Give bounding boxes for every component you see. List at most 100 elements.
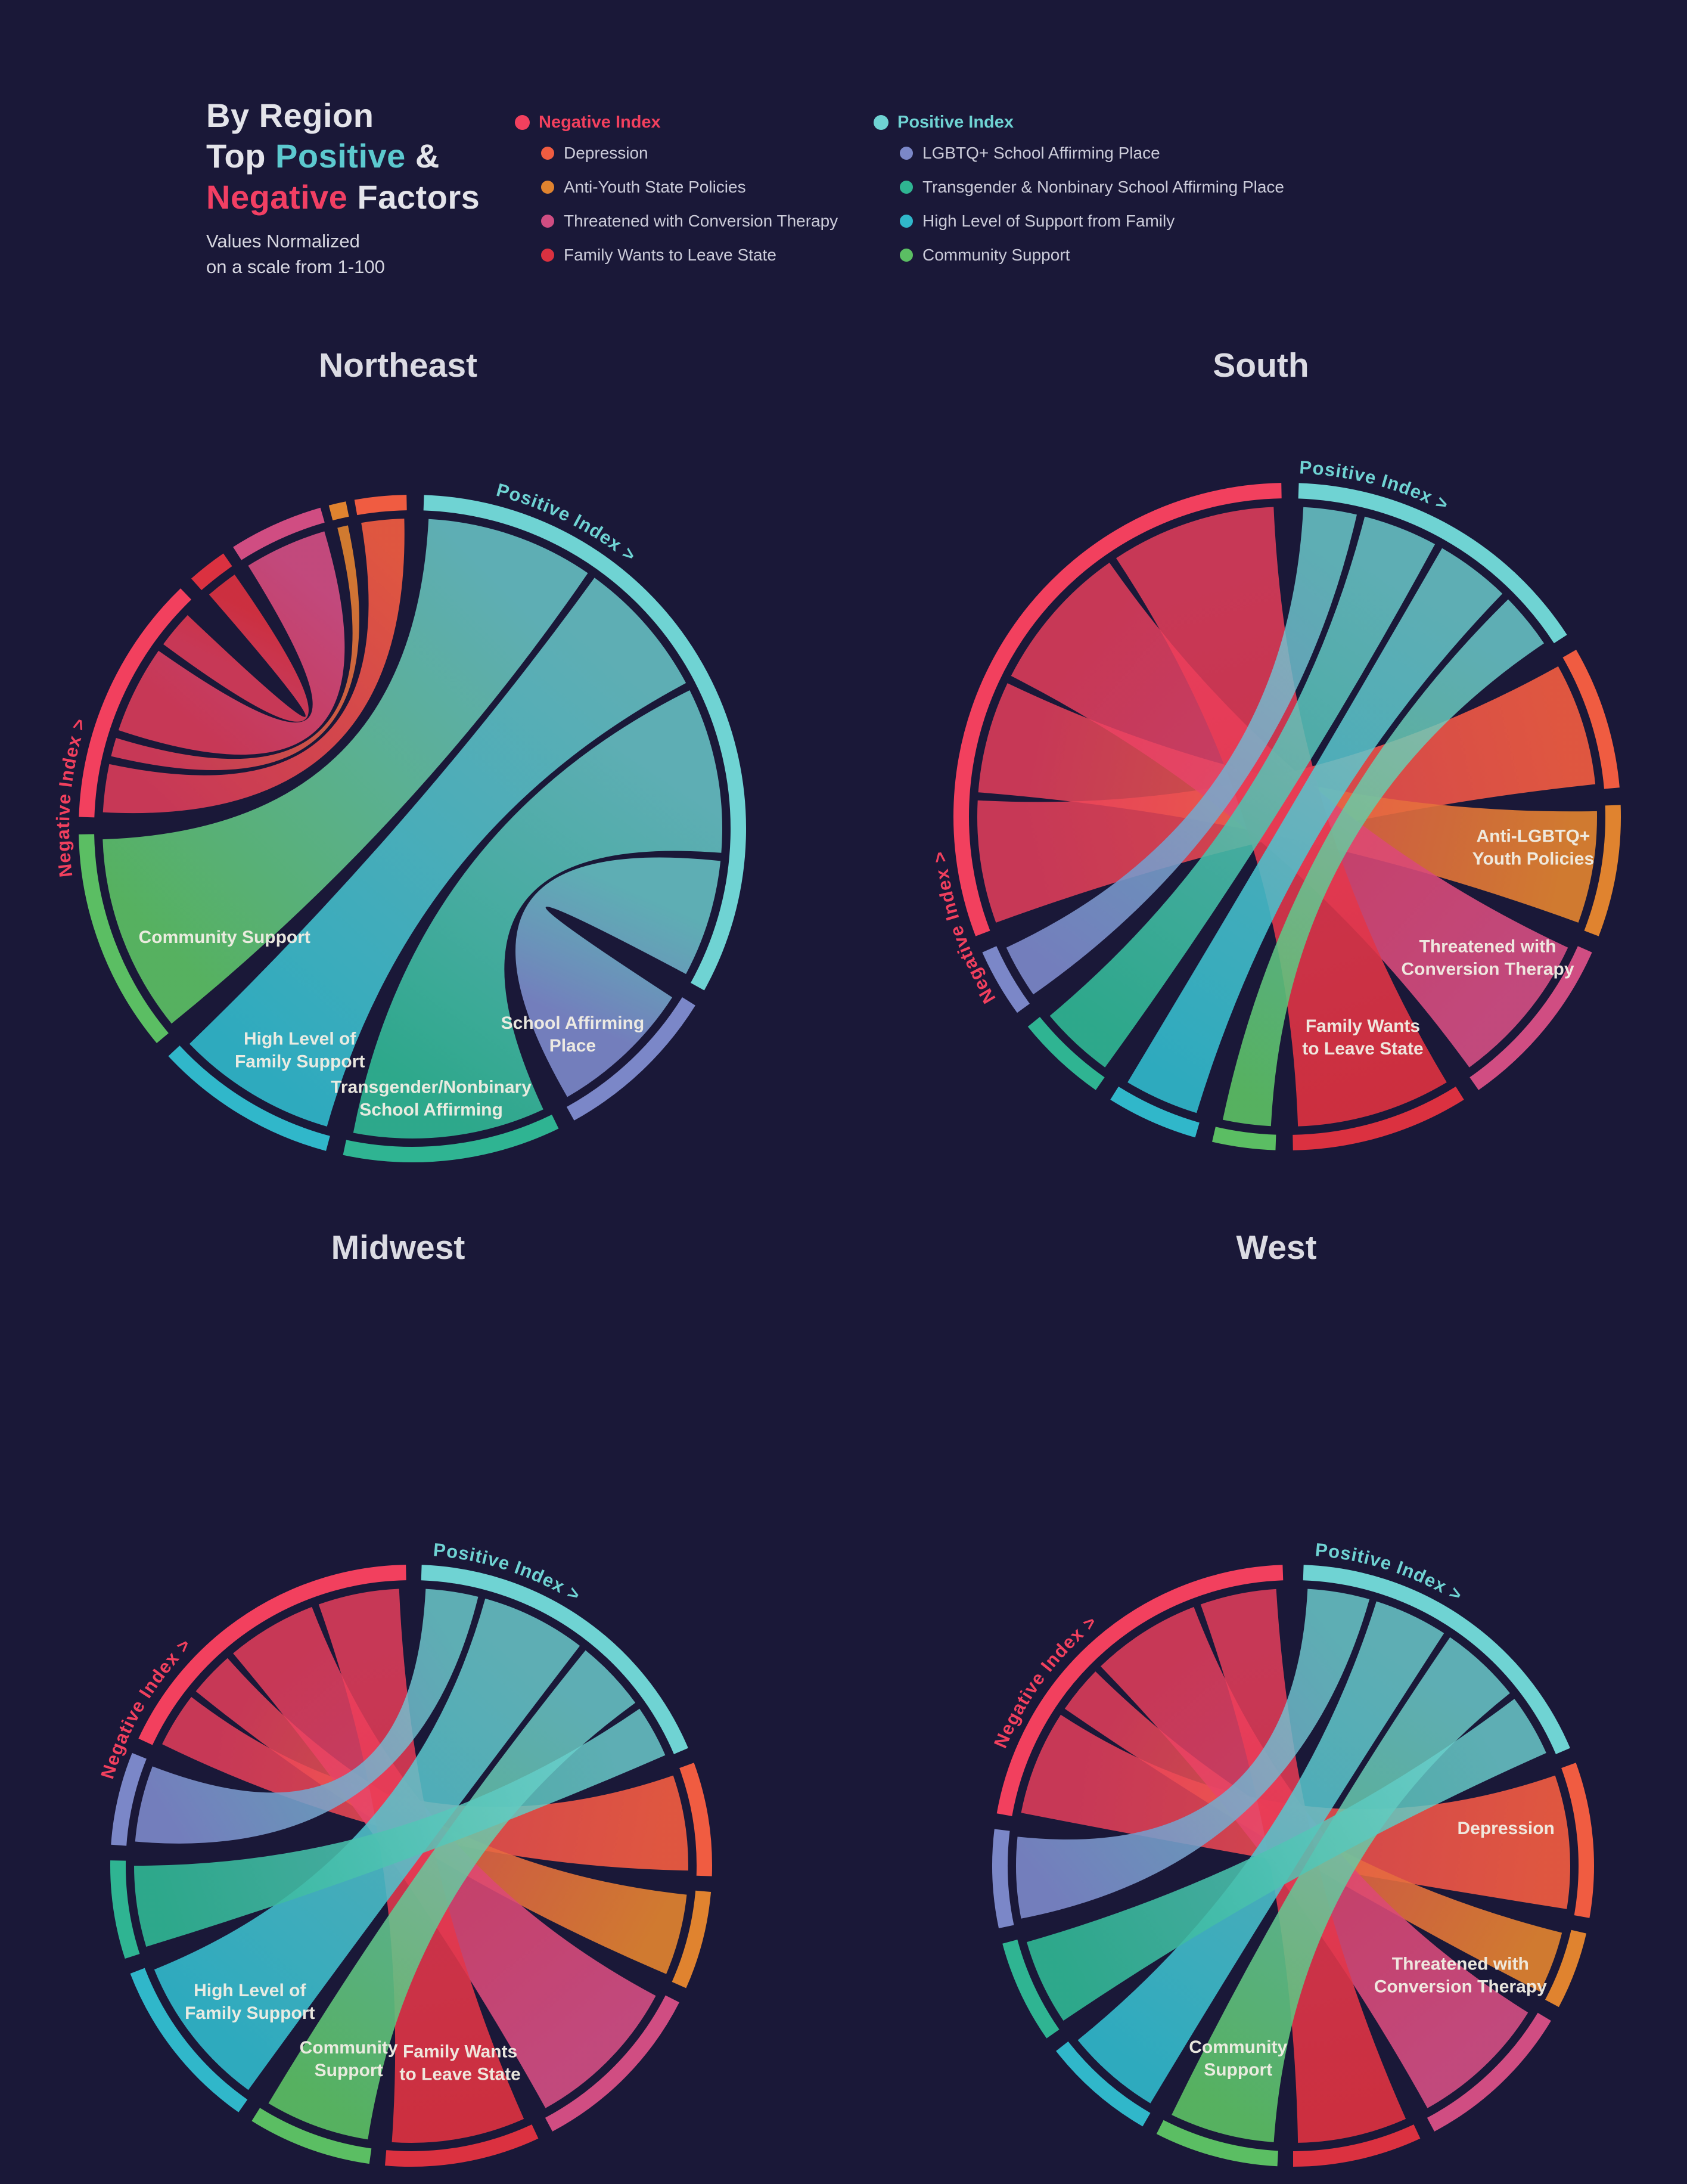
arc-northeast-lgbtq: [566, 997, 695, 1121]
arc-south-lgbtq: [982, 946, 1030, 1013]
arc-midwest-conversion: [545, 1995, 679, 2132]
arcs-west: [992, 1565, 1594, 2167]
arc-northeast-family_support: [168, 1046, 330, 1151]
arc-northeast-negative_index: [79, 588, 192, 818]
wedge-label-midwest-1: Community Support: [300, 2038, 398, 2080]
arc-west-negative_index: [996, 1565, 1284, 1816]
legend-item-label: Family Wants to Leave State: [564, 245, 776, 264]
legend-header-label: Negative Index: [539, 112, 661, 132]
depression-dot-icon: [541, 146, 554, 160]
ribbon-northeast-depression: [102, 519, 405, 814]
ribbon-northeast-trans: [353, 690, 722, 1139]
legend-item-label: LGBTQ+ School Affirming Place: [922, 143, 1160, 162]
arc-northeast-anti_youth: [328, 501, 349, 521]
ribbon-northeast-lgbtq: [515, 857, 721, 1097]
region-title-west: West: [1236, 1228, 1316, 1267]
anti_youth-dot-icon: [541, 180, 554, 194]
arc-northeast-depression: [354, 495, 407, 516]
legend-item: Family Wants to Leave State: [515, 238, 838, 272]
page-title-line3: Negative Factors: [206, 177, 480, 218]
ribbon-west-family_support: [1077, 1601, 1444, 2104]
legend-item: Transgender & Nonbinary School Affirming…: [874, 170, 1284, 204]
arc-midwest-family_support: [130, 1968, 248, 2112]
arc-west-community: [1156, 2120, 1278, 2167]
legend-item-label: Community Support: [922, 245, 1070, 264]
arc-south-positive_index: [1298, 483, 1567, 644]
ribbon-midwest-trans: [134, 1708, 666, 1947]
wedge-label-west-0: Depression: [1457, 1819, 1554, 1838]
wedge-label-south-2: Family Wants to Leave State: [1302, 1016, 1423, 1059]
title-block: By Region Top Positive & Negative Factor…: [206, 95, 480, 280]
legend-item: High Level of Support from Family: [874, 204, 1284, 238]
arc-west-conversion: [1427, 2012, 1551, 2132]
arc-midwest-trans: [110, 1860, 140, 1959]
legend-item: Depression: [515, 136, 838, 170]
ribbons-midwest: [134, 1589, 689, 2143]
arc-south-trans: [1027, 1017, 1105, 1090]
arcs-south: [953, 483, 1621, 1150]
conversion-dot-icon: [541, 214, 554, 228]
arc-midwest-family_leave: [384, 2124, 539, 2167]
arc-midwest-anti_youth: [672, 1890, 712, 1988]
family_support-dot-icon: [900, 214, 913, 228]
region-title-south: South: [1213, 346, 1309, 384]
ribbons-west: [1016, 1589, 1570, 2143]
region-title-midwest: Midwest: [331, 1228, 465, 1267]
trans-dot-icon: [900, 180, 913, 194]
arc-midwest-negative_index: [138, 1565, 406, 1745]
arc-midwest-positive_index: [421, 1565, 688, 1754]
arc-midwest-depression: [679, 1763, 712, 1876]
legend-header-label: Positive Index: [897, 112, 1014, 132]
legend-item-label: Threatened with Conversion Therapy: [564, 211, 838, 230]
ribbon-northeast-family_support: [189, 578, 686, 1127]
arc-west-family_leave: [1293, 2124, 1421, 2167]
ribbon-northeast-conversion: [118, 531, 345, 755]
subtitle: Values Normalized on a scale from 1-100: [206, 228, 480, 280]
wedge-label-northeast-2: Transgender/Nonbinary School Affirming: [331, 1077, 532, 1119]
negative-index-dot-icon: [515, 114, 530, 130]
title-top-word: Top: [206, 137, 276, 175]
legend-item-label: Anti-Youth State Policies: [564, 177, 746, 196]
legend-positive-column: Positive Index LGBTQ+ School Affirming Pl…: [874, 108, 1284, 272]
arc-midwest-lgbtq: [111, 1752, 147, 1846]
ribbon-midwest-depression: [162, 1696, 689, 1871]
legend-item-label: Transgender & Nonbinary School Affirming…: [922, 177, 1284, 196]
wedge-label-northeast-1: High Level of Family Support: [235, 1029, 365, 1072]
arc-south-depression: [1562, 650, 1620, 789]
arc-northeast-positive_index: [423, 495, 746, 991]
title-amp: &: [405, 137, 440, 175]
community-dot-icon: [900, 248, 913, 262]
arc-west-lgbtq: [992, 1829, 1014, 1928]
region-title-northeast: Northeast: [319, 346, 477, 384]
arc-south-negative_index: [953, 483, 1282, 936]
arc-northeast-community: [79, 834, 169, 1043]
ribbon-south-trans: [1049, 516, 1436, 1068]
wedge-label-west-1: Threatened with Conversion Therapy: [1374, 1954, 1547, 1996]
ribbon-midwest-family_leave: [318, 1589, 524, 2143]
wedge-label-west-2: Community Support: [1189, 2037, 1287, 2080]
positive-index-dot-icon: [874, 114, 888, 130]
wedge-label-northeast-0: Community Support: [139, 927, 310, 947]
wedge-label-northeast-3: School Affirming Place: [501, 1013, 645, 1056]
arc-west-family_support: [1056, 2041, 1151, 2127]
ribbon-south-family_leave: [1116, 507, 1447, 1127]
arc-west-anti_youth: [1545, 1929, 1587, 2008]
wedge-label-south-0: Anti-LGBTQ+ Youth Policies: [1472, 827, 1594, 869]
legend-item-label: High Level of Support from Family: [922, 211, 1175, 230]
legend-item: LGBTQ+ School Affirming Place: [874, 136, 1284, 170]
subtitle-line2: on a scale from 1-100: [206, 256, 385, 278]
title-factors-word: Factors: [347, 178, 480, 216]
arc-northeast-trans: [343, 1114, 559, 1163]
wedge-label-midwest-2: Family Wants to Leave State: [399, 2042, 520, 2084]
wedge-label-south-1: Threatened with Conversion Therapy: [1401, 937, 1574, 979]
title-negative-word: Negative: [206, 178, 348, 216]
ribbon-northeast-anti_youth: [111, 525, 359, 770]
legend-negative-column: Negative Index Depression Anti-Youth State…: [515, 108, 838, 272]
arc-west-positive_index: [1303, 1565, 1570, 1754]
arcs-northeast: [79, 495, 746, 1163]
ribbon-south-community: [1222, 599, 1545, 1127]
ribbon-south-lgbtq: [1006, 507, 1357, 995]
